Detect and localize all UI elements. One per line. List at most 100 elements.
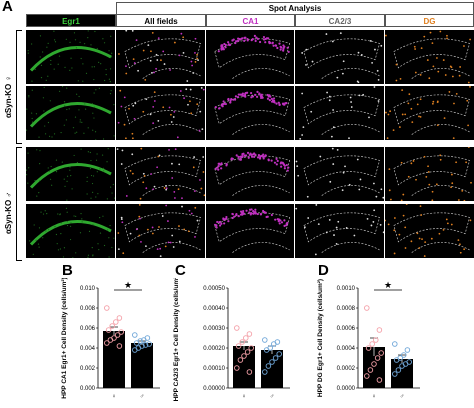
data-point — [118, 329, 124, 335]
data-point — [276, 351, 282, 357]
micrograph-r3-c5 — [385, 147, 474, 201]
micrograph-r2-c3 — [206, 86, 294, 140]
micrograph-r2-c2 — [116, 86, 205, 140]
data-point — [105, 327, 112, 333]
bar — [391, 359, 413, 388]
column-header-ca1: CA1 — [206, 14, 295, 27]
chart-c: HPP CA2/3 Egr1+ Cell Density (cells/um²)… — [173, 278, 290, 401]
y-tick-label: 0.00010 — [203, 366, 225, 372]
x-category-label: ♀ — [372, 394, 377, 400]
data-point — [378, 350, 384, 356]
y-tick-label: 0.006 — [80, 326, 96, 332]
data-point — [401, 352, 407, 358]
micrograph-r3-c3 — [206, 147, 294, 201]
data-point — [243, 335, 249, 341]
chart-b: HPP CA1 Egr1+ Cell Density (cells/um²) 0.… — [61, 278, 160, 400]
data-point — [376, 377, 383, 383]
data-point — [234, 365, 240, 371]
x-category-label: ♀ — [112, 394, 117, 400]
data-point — [263, 347, 270, 353]
data-point — [239, 339, 245, 345]
column-header-all-fields: All fields — [116, 14, 206, 27]
data-point — [269, 359, 275, 365]
micrograph-r4-c2 — [116, 204, 205, 258]
micrograph-r4-c3 — [206, 204, 294, 258]
y-tick-label: 0.0000 — [337, 386, 356, 392]
bar — [261, 350, 283, 388]
data-point — [132, 332, 138, 338]
y-axis-label: HPP DG Egr1+ Cell Density (cells/um²) — [317, 279, 324, 397]
significance-star: ★ — [124, 281, 132, 291]
panel-letter-b: B — [62, 262, 73, 279]
y-tick-label: 0.00050 — [203, 286, 225, 292]
data-point — [399, 363, 405, 369]
data-point — [262, 337, 268, 343]
panel-letter-a: A — [2, 0, 13, 15]
data-point — [241, 353, 247, 359]
data-point — [364, 305, 370, 311]
micrograph-r4-c1 — [26, 204, 115, 258]
y-tick-label: 0.000 — [80, 386, 96, 392]
data-point — [395, 367, 402, 373]
micrograph-r3-c1 — [26, 147, 115, 201]
data-point — [404, 347, 411, 353]
micrograph-r2-c5 — [385, 86, 474, 140]
data-point — [374, 355, 381, 361]
data-point — [104, 305, 110, 311]
data-point — [392, 371, 398, 377]
y-tick-label: 0.00000 — [203, 386, 225, 392]
data-point — [116, 343, 123, 349]
x-category-label: ♂ — [400, 394, 405, 400]
y-tick-label: 0.002 — [80, 366, 96, 372]
x-category-label: ♀ — [242, 394, 247, 400]
micrograph-r2-c1 — [26, 86, 115, 140]
data-point — [244, 349, 251, 355]
data-point — [364, 373, 370, 379]
data-point — [235, 343, 242, 349]
column-header-ca23: CA2/3 — [295, 14, 385, 27]
data-point — [248, 345, 254, 351]
panel-letter-d: D — [318, 262, 329, 279]
spot-analysis-header: Spot Analysis — [116, 2, 474, 14]
y-tick-label: 0.00020 — [203, 346, 225, 352]
chart-d: HPP DG Egr1+ Cell Density (cells/um²) 0.0… — [317, 279, 420, 400]
micrograph-r4-c5 — [385, 204, 474, 258]
micrograph-r1-c1 — [26, 30, 115, 84]
y-tick-label: 0.008 — [80, 306, 96, 312]
data-point — [371, 361, 377, 367]
y-tick-label: 0.0008 — [337, 306, 356, 312]
data-point — [237, 357, 244, 363]
data-point — [141, 337, 147, 343]
y-axis-label: HPP CA2/3 Egr1+ Cell Density (cells/um²) — [173, 278, 180, 401]
bar — [233, 346, 255, 388]
y-tick-label: 0.0004 — [337, 346, 356, 352]
data-point — [104, 340, 110, 346]
bar — [103, 331, 125, 388]
y-tick-label: 0.004 — [80, 346, 96, 352]
micrograph-r4-c4 — [295, 204, 384, 258]
data-point — [246, 369, 253, 375]
data-point — [234, 325, 240, 331]
x-category-label: ♂ — [270, 394, 275, 400]
data-point — [367, 367, 374, 373]
column-header-egr1: Egr1 — [26, 14, 116, 27]
data-point — [116, 315, 123, 321]
data-point — [262, 369, 268, 375]
data-point — [365, 345, 372, 351]
micrograph-r2-c4 — [295, 86, 384, 140]
micrograph-r3-c4 — [295, 147, 384, 201]
data-point — [246, 331, 253, 337]
x-category-label: ♂ — [140, 394, 145, 400]
y-tick-label: 0.0002 — [337, 366, 356, 372]
row-label-male: αSyn-KO ♂ — [4, 191, 13, 234]
y-tick-label: 0.0010 — [337, 286, 356, 292]
row-bracket-male — [16, 147, 22, 261]
micrograph-r3-c2 — [116, 147, 205, 201]
data-point — [369, 341, 375, 347]
data-point — [114, 332, 121, 338]
micrograph-r1-c5 — [385, 30, 474, 84]
column-header-dg: DG — [385, 14, 474, 27]
y-tick-label: 0.00040 — [203, 306, 225, 312]
row-label-female: αSyn-KO ♀ — [4, 75, 13, 118]
data-point — [392, 341, 398, 347]
